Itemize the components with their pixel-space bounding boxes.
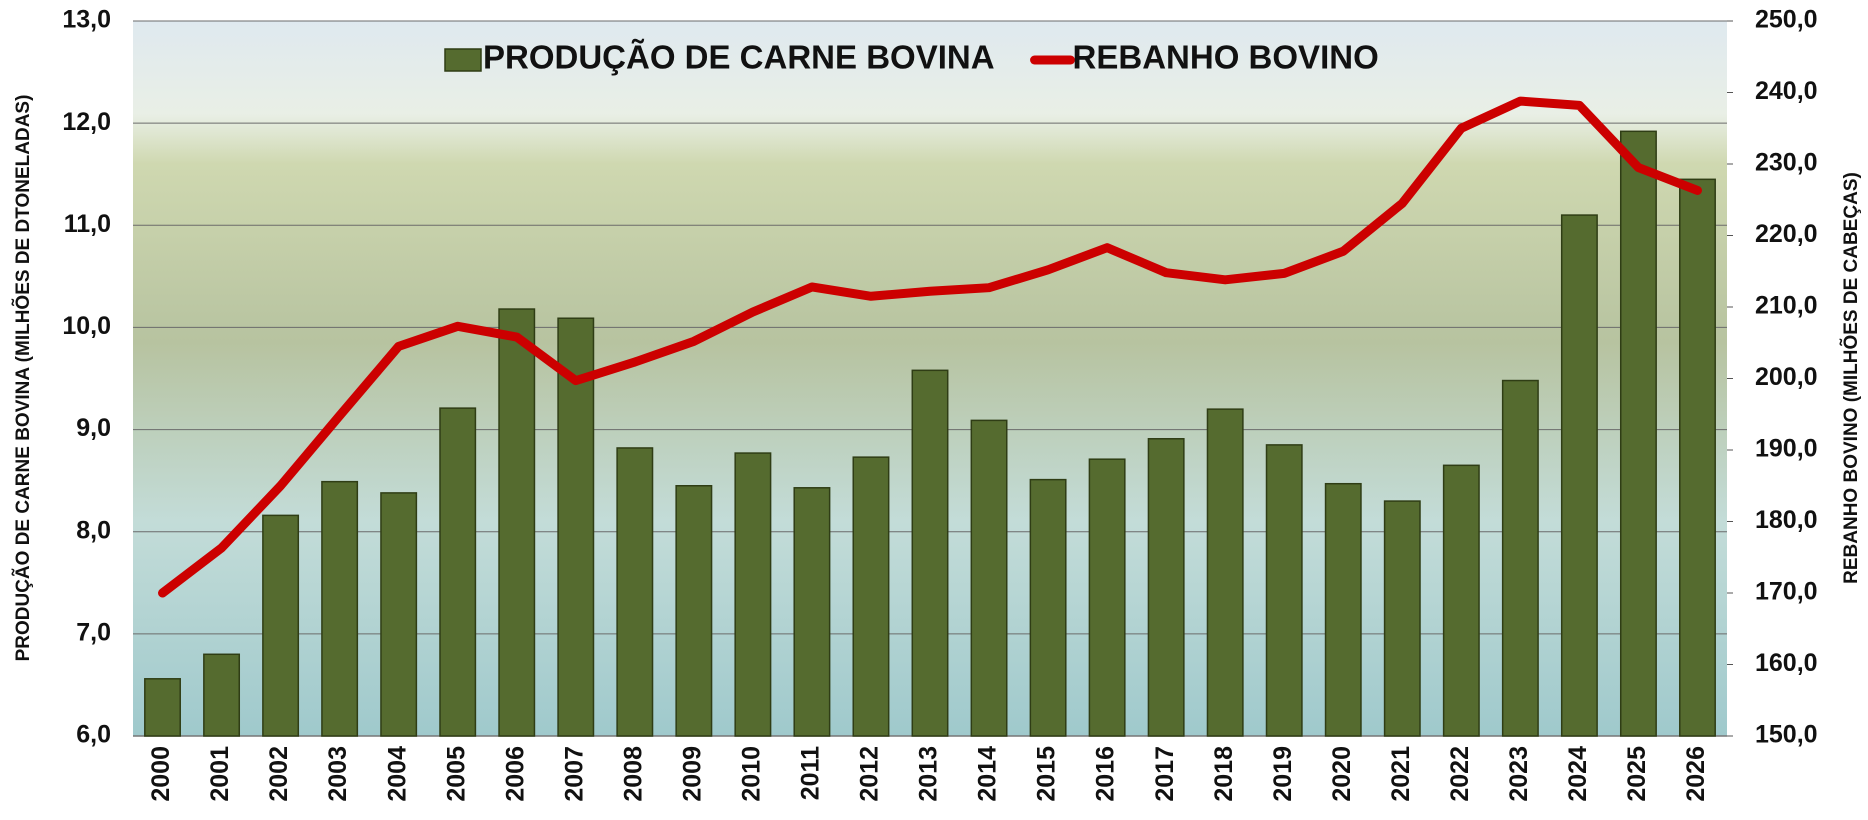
x-tick-label: 2023 [1505, 746, 1533, 802]
x-tick-label: 2012 [856, 746, 884, 802]
x-tick-label: 2021 [1387, 746, 1415, 802]
y-tick-label: 8,0 [76, 516, 111, 544]
bar [263, 515, 298, 736]
legend-label: REBANHO BOVINO [1073, 39, 1379, 76]
bar [1089, 459, 1124, 736]
bar [381, 493, 416, 736]
y2-tick-label: 160,0 [1755, 649, 1818, 677]
bar [1562, 215, 1597, 736]
bar [145, 679, 180, 736]
bar [1621, 131, 1656, 736]
x-tick-label: 2005 [442, 746, 470, 802]
y2-tick-label: 190,0 [1755, 435, 1818, 463]
x-tick-label: 2025 [1623, 746, 1651, 802]
x-tick-label: 2002 [265, 746, 293, 802]
x-tick-label: 2009 [678, 746, 706, 802]
x-tick-label: 2004 [383, 746, 411, 802]
chart: PRODUÇÃO DE CARNE BOVINA (MILHÕES DE DTO… [0, 0, 1868, 820]
y2-tick-label: 150,0 [1755, 721, 1818, 749]
x-tick-label: 2026 [1682, 746, 1710, 802]
y2-tick-label: 170,0 [1755, 578, 1818, 606]
y2-axis-title: REBANHO BOVINO (MILHÕES DE CABEÇAS) [1840, 172, 1862, 584]
bar [853, 457, 888, 736]
x-tick-label: 2003 [324, 746, 352, 802]
y2-tick-label: 230,0 [1755, 149, 1818, 177]
bar [1030, 480, 1065, 736]
x-tick-label: 2007 [560, 746, 588, 802]
bar [322, 482, 357, 736]
x-tick-label: 2022 [1446, 746, 1474, 802]
x-tick-label: 2024 [1564, 746, 1592, 802]
x-tick-label: 2016 [1092, 746, 1120, 802]
x-tick-label: 2008 [619, 746, 647, 802]
bar [794, 488, 829, 736]
y-tick-label: 6,0 [76, 721, 111, 749]
bar [204, 654, 239, 736]
x-tick-label: 2013 [915, 746, 943, 802]
y2-tick-label: 180,0 [1755, 506, 1818, 534]
y-tick-label: 9,0 [76, 414, 111, 442]
x-tick-label: 2010 [737, 746, 765, 802]
bar [1326, 484, 1361, 736]
y2-tick-label: 200,0 [1755, 363, 1818, 391]
legend-label: PRODUÇÃO DE CARNE BOVINA [483, 39, 995, 76]
bar [499, 309, 534, 736]
x-tick-label: 2001 [206, 746, 234, 802]
x-tick-label: 2014 [974, 746, 1002, 802]
x-tick-label: 2015 [1033, 746, 1061, 802]
x-tick-label: 2011 [797, 746, 825, 800]
bar [735, 453, 770, 736]
x-tick-label: 2020 [1328, 746, 1356, 802]
bar [1503, 381, 1538, 736]
y-tick-label: 12,0 [62, 108, 111, 136]
bar [1148, 439, 1183, 736]
y-axis-title: PRODUÇÃO DE CARNE BOVINA (MILHÕES DE DTO… [12, 95, 34, 662]
x-tick-label: 2018 [1210, 746, 1238, 802]
y2-tick-label: 250,0 [1755, 6, 1818, 34]
bar [1385, 501, 1420, 736]
bar [440, 408, 475, 736]
bar [1207, 409, 1242, 736]
y-tick-label: 10,0 [62, 312, 111, 340]
x-tick-label: 2019 [1269, 746, 1297, 802]
bar [1680, 179, 1715, 736]
y2-tick-label: 220,0 [1755, 220, 1818, 248]
bar [971, 420, 1006, 736]
legend-swatch [445, 49, 481, 71]
y2-tick-label: 240,0 [1755, 77, 1818, 105]
bar [912, 370, 947, 736]
bar [1267, 445, 1302, 736]
y-tick-label: 13,0 [62, 6, 111, 34]
y-tick-label: 11,0 [64, 210, 111, 238]
x-tick-label: 2017 [1151, 746, 1179, 802]
bar [1444, 465, 1479, 736]
bar [617, 448, 652, 736]
y2-tick-label: 210,0 [1755, 292, 1818, 320]
x-tick-label: 2000 [147, 746, 175, 802]
y-tick-label: 7,0 [76, 618, 111, 646]
x-tick-label: 2006 [501, 746, 529, 802]
bar [676, 486, 711, 736]
legend: PRODUÇÃO DE CARNE BOVINA REBANHO BOVINO [445, 39, 1379, 76]
